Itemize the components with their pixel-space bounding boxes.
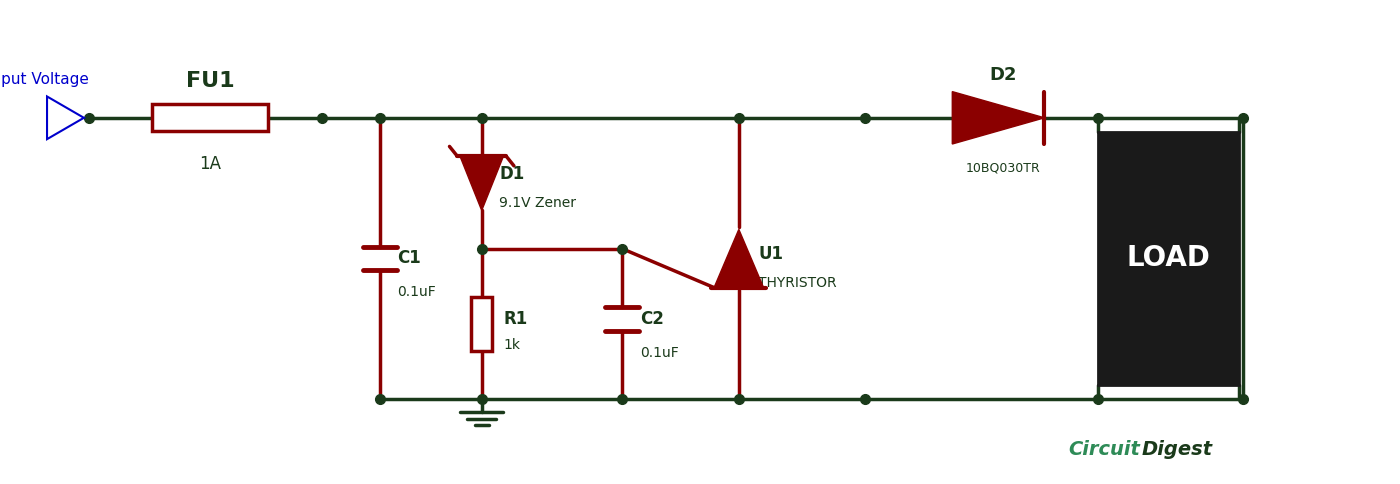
Text: 1A: 1A bbox=[199, 155, 221, 173]
Bar bbox=[151, 104, 269, 131]
Text: Circuit: Circuit bbox=[1068, 440, 1141, 459]
Text: LOAD: LOAD bbox=[1126, 244, 1210, 272]
Text: Input Voltage: Input Voltage bbox=[0, 72, 88, 87]
Bar bbox=[1098, 132, 1239, 385]
Text: C1: C1 bbox=[398, 249, 421, 268]
Text: 10BQ030TR: 10BQ030TR bbox=[966, 162, 1040, 174]
Text: Digest: Digest bbox=[1141, 440, 1212, 459]
Bar bbox=[470, 297, 493, 351]
Text: THYRISTOR: THYRISTOR bbox=[759, 276, 837, 290]
Text: 9.1V Zener: 9.1V Zener bbox=[500, 196, 577, 210]
Polygon shape bbox=[952, 91, 1044, 144]
Text: D1: D1 bbox=[500, 165, 525, 182]
Text: R1: R1 bbox=[503, 310, 528, 328]
Polygon shape bbox=[48, 96, 84, 139]
Text: FU1: FU1 bbox=[186, 71, 234, 91]
Polygon shape bbox=[714, 229, 763, 287]
Text: 0.1uF: 0.1uF bbox=[640, 346, 679, 360]
Polygon shape bbox=[461, 156, 504, 211]
Text: U1: U1 bbox=[759, 244, 783, 263]
Text: C2: C2 bbox=[640, 310, 664, 328]
Text: 0.1uF: 0.1uF bbox=[398, 286, 435, 300]
Text: D2: D2 bbox=[990, 66, 1016, 84]
Text: 1k: 1k bbox=[503, 338, 519, 352]
